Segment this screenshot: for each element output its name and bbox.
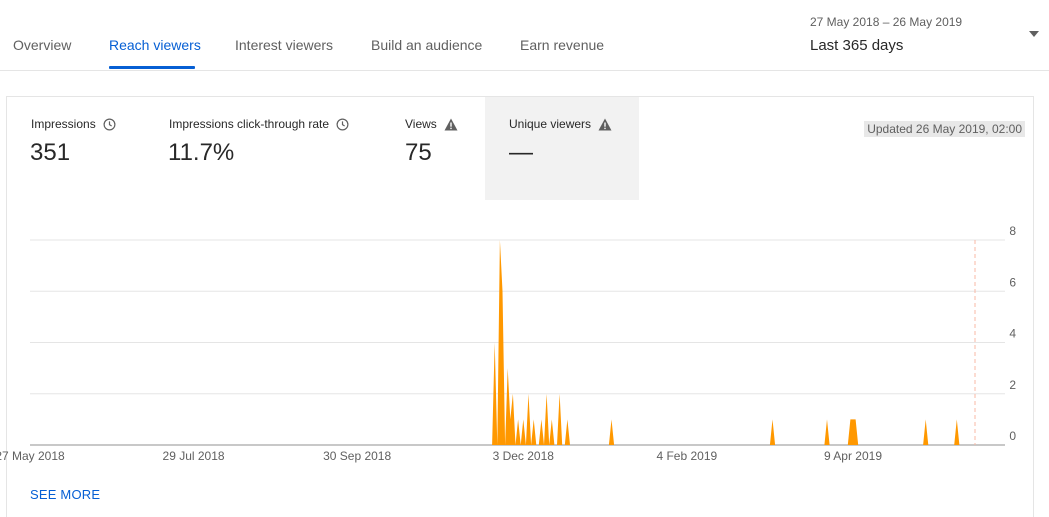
warning-icon	[598, 118, 612, 130]
clock-icon	[103, 118, 116, 130]
warning-icon	[444, 118, 458, 130]
y-tick-label: 4	[1009, 327, 1016, 341]
metric-value: 75	[405, 139, 432, 166]
x-tick-label: 3 Dec 2018	[493, 449, 555, 463]
active-tab-indicator	[109, 66, 195, 69]
metric-impressions-ctr[interactable]: Impressions click-through rate 11.7%	[157, 97, 387, 200]
tab-overview[interactable]: Overview	[13, 37, 72, 53]
metric-unique-viewers[interactable]: Unique viewers —	[485, 97, 639, 200]
tab-earn-revenue[interactable]: Earn revenue	[520, 37, 605, 53]
x-tick-label: 9 Apr 2019	[824, 449, 882, 463]
x-tick-label: 4 Feb 2019	[656, 449, 717, 463]
tab-interest-viewers[interactable]: Interest viewers	[235, 37, 334, 53]
metric-label: Unique viewers	[509, 117, 592, 131]
metric-label: Views	[405, 117, 437, 131]
x-tick-label: 29 Jul 2018	[163, 449, 225, 463]
updated-timestamp: Updated 26 May 2019, 02:00	[864, 121, 1025, 137]
metric-value: 11.7%	[168, 139, 235, 166]
metric-views[interactable]: Views 75	[387, 97, 485, 200]
tab-reach-viewers[interactable]: Reach viewers	[109, 37, 201, 53]
metric-label: Impressions click-through rate	[169, 117, 330, 131]
analytics-header: Overview Reach viewers Interest viewers …	[0, 0, 1049, 71]
clock-icon	[336, 118, 349, 130]
x-tick-label: 27 May 2018	[0, 449, 65, 463]
x-tick-label: 30 Sep 2018	[323, 449, 391, 463]
metrics-card: Impressions 351 Impressions click-throug…	[6, 96, 1034, 517]
metric-label: Impressions	[31, 117, 96, 131]
metric-value: 351	[30, 139, 71, 166]
y-tick-label: 2	[1009, 378, 1016, 392]
metric-value: —	[509, 139, 533, 166]
chevron-down-icon[interactable]	[1029, 31, 1039, 37]
date-range-text[interactable]: 27 May 2018 – 26 May 2019	[810, 15, 963, 29]
see-more-link[interactable]: SEE MORE	[30, 487, 101, 502]
metric-impressions[interactable]: Impressions 351	[7, 97, 157, 200]
impressions-chart: 8 6 4 2 0 27 May 2018 29 Jul 2018 30 Sep 2018 3 …	[0, 224, 1016, 463]
period-selector[interactable]: Last 365 days	[810, 37, 904, 54]
y-tick-label: 0	[1009, 429, 1016, 443]
tab-build-an-audience[interactable]: Build an audience	[371, 37, 483, 53]
y-tick-label: 6	[1009, 275, 1016, 289]
y-tick-label: 8	[1009, 224, 1016, 238]
